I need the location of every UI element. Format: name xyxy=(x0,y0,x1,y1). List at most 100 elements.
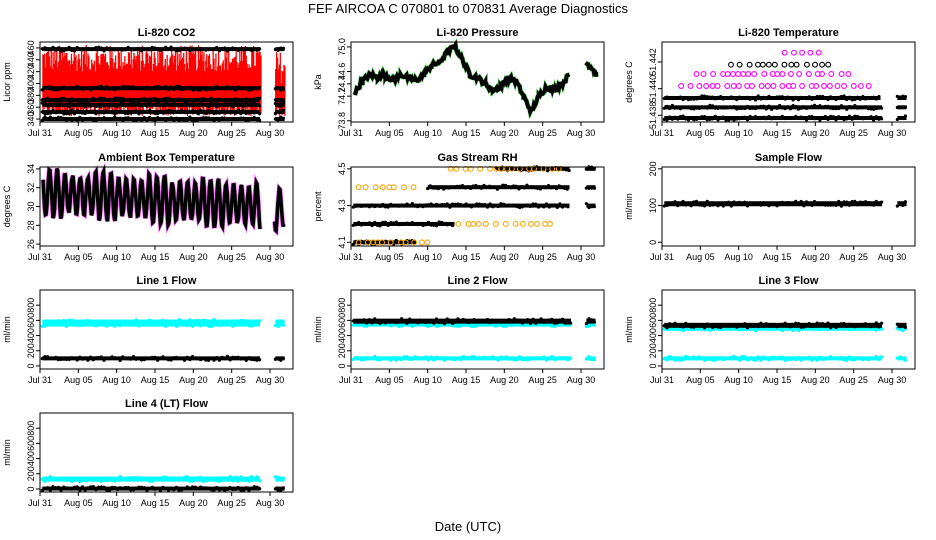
data-point xyxy=(131,118,136,122)
data-point xyxy=(810,104,814,108)
data-point xyxy=(72,98,77,102)
data-point xyxy=(166,47,171,52)
data-point xyxy=(778,103,782,108)
data-point xyxy=(153,85,157,89)
data-point xyxy=(511,167,515,171)
data-point xyxy=(842,327,846,331)
data-point xyxy=(174,355,179,359)
panel-li-820-temperature: Li-820 Temperature51.43851.44051.442Jul … xyxy=(624,27,916,138)
x-tick-label: Aug 05 xyxy=(64,128,93,138)
series-rh-4.40 xyxy=(426,183,597,191)
data-point xyxy=(697,95,701,99)
data-point xyxy=(113,356,117,360)
data-point xyxy=(700,115,704,119)
data-point xyxy=(231,324,235,328)
data-point xyxy=(413,204,417,208)
data-point xyxy=(78,324,82,328)
data-point xyxy=(46,85,50,89)
data-point xyxy=(54,99,58,104)
data-point xyxy=(78,488,82,492)
data-point xyxy=(397,223,401,227)
data-point xyxy=(815,202,819,206)
data-point xyxy=(853,328,857,332)
data-point xyxy=(756,202,760,207)
data-point xyxy=(874,115,878,119)
data-point xyxy=(823,95,827,100)
data-point xyxy=(150,103,154,107)
data-point xyxy=(673,321,677,325)
data-point xyxy=(389,324,393,328)
data-point xyxy=(62,357,66,361)
data-point xyxy=(804,322,809,327)
data-point xyxy=(850,117,854,121)
data-point xyxy=(220,85,224,89)
y-tick-label: 400 xyxy=(26,328,36,343)
data-point xyxy=(351,205,355,209)
data-point xyxy=(823,327,827,331)
data-point xyxy=(243,47,246,106)
data-point xyxy=(740,115,744,119)
data-point xyxy=(488,202,492,206)
data-point xyxy=(228,47,232,51)
data-point xyxy=(235,51,237,107)
data-point xyxy=(861,200,865,204)
data-point xyxy=(212,99,216,103)
y-tick-label: 800 xyxy=(26,298,36,313)
data-point xyxy=(756,355,760,359)
data-point xyxy=(869,115,873,119)
data-point xyxy=(475,357,479,361)
data-point xyxy=(236,48,240,52)
data-point xyxy=(694,97,699,101)
data-point xyxy=(279,46,283,50)
data-band xyxy=(353,356,572,361)
data-point xyxy=(182,99,187,103)
data-point xyxy=(668,96,672,100)
data-point xyxy=(794,321,798,325)
data-point xyxy=(279,321,283,325)
data-point xyxy=(75,323,79,327)
data-point xyxy=(552,358,557,362)
data-point xyxy=(592,358,597,362)
data-point xyxy=(241,99,246,103)
data-point xyxy=(354,323,358,327)
data-point xyxy=(166,358,171,362)
data-point xyxy=(445,317,449,321)
data-point xyxy=(383,220,388,224)
data-point xyxy=(483,320,487,324)
data-point xyxy=(47,50,50,115)
data-point xyxy=(252,85,256,90)
data-point xyxy=(166,88,171,92)
data-point xyxy=(424,320,428,325)
data-point xyxy=(46,477,50,481)
data-point xyxy=(802,325,806,329)
data-point xyxy=(901,357,905,361)
data-point xyxy=(279,477,283,481)
data-point xyxy=(89,47,93,51)
data-point xyxy=(705,95,709,99)
data-point xyxy=(228,319,232,323)
data-point xyxy=(147,53,149,107)
data-point xyxy=(753,358,758,362)
data-point xyxy=(367,205,371,209)
data-point xyxy=(79,58,81,106)
data-point xyxy=(767,94,771,98)
data-point xyxy=(865,83,872,89)
data-point xyxy=(70,487,74,491)
data-point xyxy=(118,323,122,328)
data-point xyxy=(131,322,136,326)
x-tick-label: Aug 30 xyxy=(878,128,907,138)
data-point xyxy=(719,201,723,206)
data-point xyxy=(673,115,677,119)
x-tick-label: Aug 25 xyxy=(528,128,557,138)
data-point xyxy=(791,98,795,102)
data-point xyxy=(148,63,150,108)
data-point xyxy=(751,324,755,328)
x-tick-label: Aug 25 xyxy=(217,498,246,508)
data-point xyxy=(861,117,865,121)
data-point xyxy=(711,358,715,362)
data-point xyxy=(558,318,562,322)
data-point xyxy=(716,95,720,99)
data-point xyxy=(684,354,688,359)
data-point xyxy=(118,47,122,51)
data-point xyxy=(467,165,474,172)
